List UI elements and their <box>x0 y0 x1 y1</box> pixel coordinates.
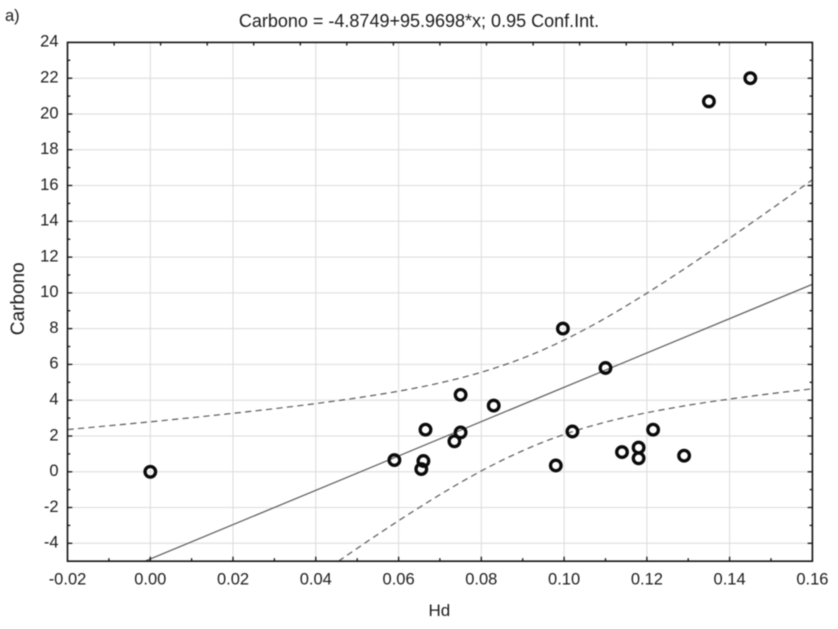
svg-text:-2: -2 <box>44 498 59 516</box>
svg-text:24: 24 <box>40 33 58 51</box>
svg-text:0.10: 0.10 <box>548 570 580 588</box>
svg-text:0.14: 0.14 <box>714 570 746 588</box>
svg-text:-4: -4 <box>44 534 59 552</box>
svg-text:0.04: 0.04 <box>300 570 332 588</box>
svg-text:16: 16 <box>40 176 58 194</box>
svg-text:6: 6 <box>49 355 58 373</box>
svg-text:0.00: 0.00 <box>134 570 166 588</box>
svg-text:18: 18 <box>40 140 58 158</box>
svg-text:a): a) <box>5 7 20 25</box>
svg-text:4: 4 <box>49 391 58 409</box>
svg-text:2: 2 <box>49 426 58 444</box>
svg-text:8: 8 <box>49 319 58 337</box>
svg-text:20: 20 <box>40 104 58 122</box>
svg-text:0: 0 <box>49 462 58 480</box>
svg-text:0.02: 0.02 <box>217 570 249 588</box>
svg-text:22: 22 <box>40 69 58 87</box>
svg-text:14: 14 <box>40 212 58 230</box>
svg-text:10: 10 <box>40 283 58 301</box>
svg-text:0.06: 0.06 <box>383 570 415 588</box>
svg-text:12: 12 <box>40 247 58 265</box>
svg-text:0.16: 0.16 <box>796 570 828 588</box>
svg-text:Hd: Hd <box>429 601 451 620</box>
svg-text:0.08: 0.08 <box>465 570 497 588</box>
svg-text:Carbono = -4.8749+95.9698*x; 0: Carbono = -4.8749+95.9698*x; 0.95 Conf.I… <box>239 11 599 31</box>
svg-text:Carbono: Carbono <box>8 262 29 335</box>
svg-text:0.12: 0.12 <box>631 570 663 588</box>
svg-text:-0.02: -0.02 <box>49 570 87 588</box>
